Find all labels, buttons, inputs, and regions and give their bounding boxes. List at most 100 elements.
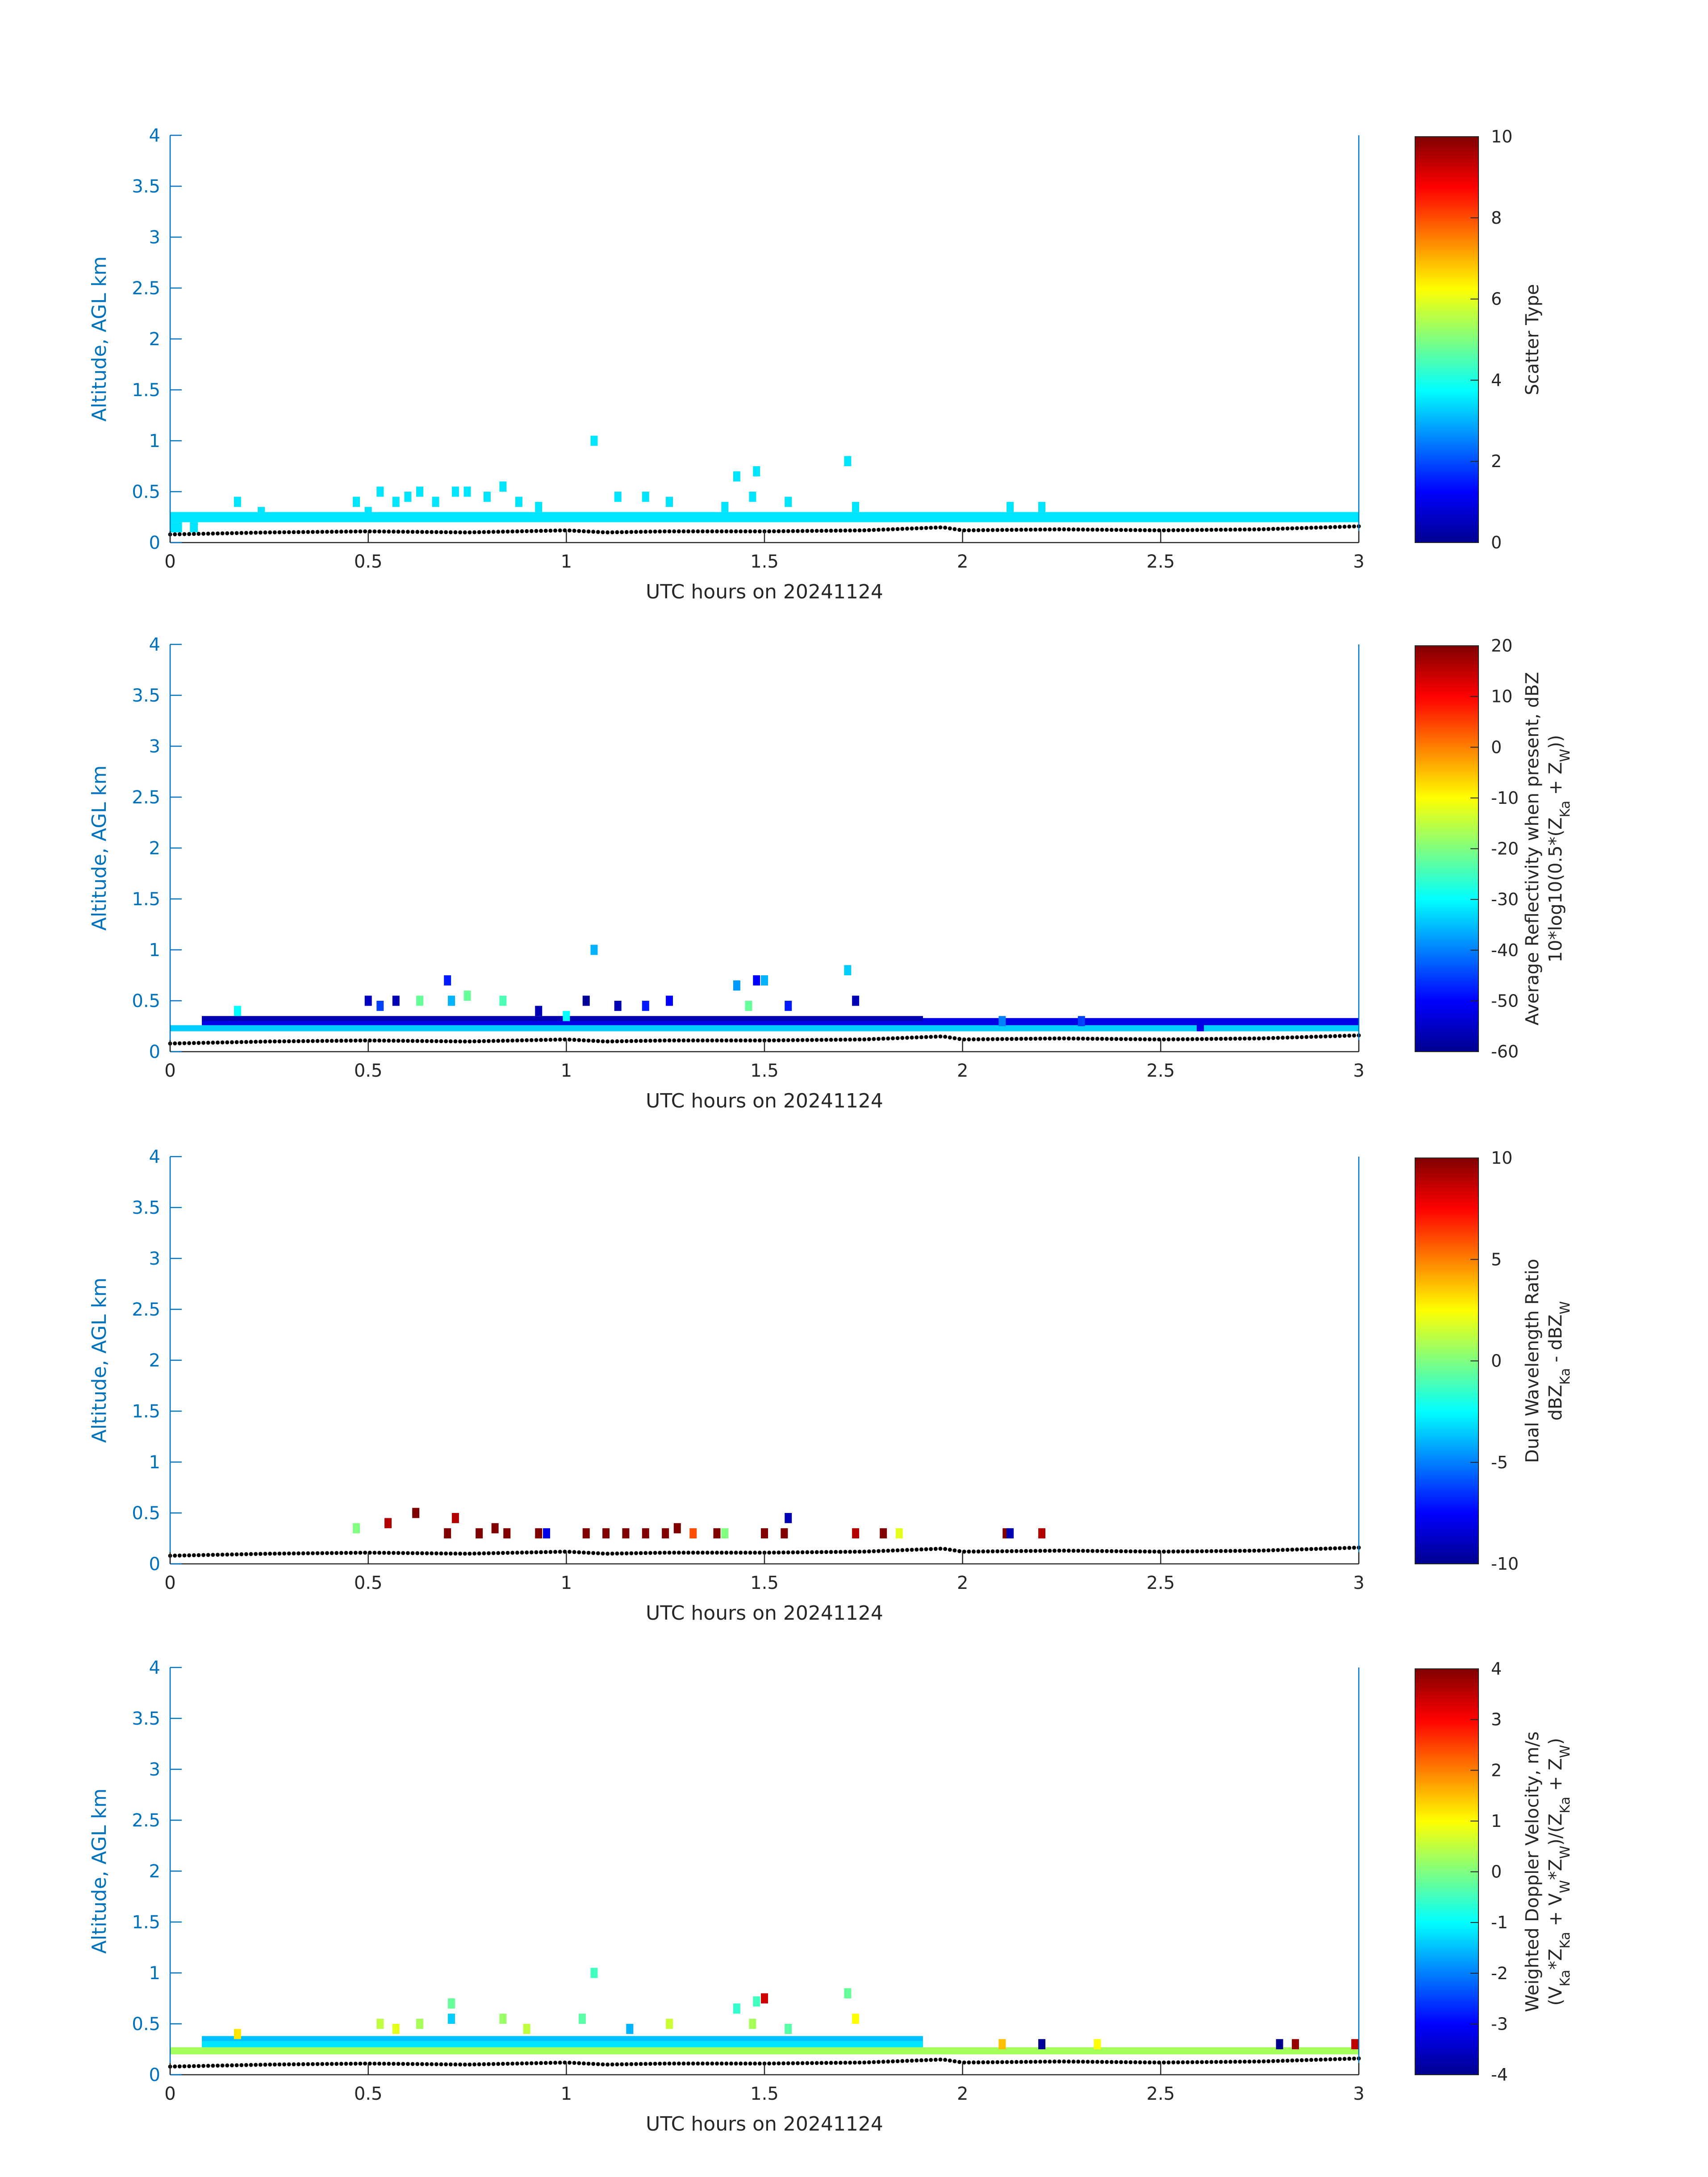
ground-dot bbox=[881, 1036, 885, 1041]
ground-dot bbox=[1147, 2060, 1152, 2064]
ground-dot bbox=[415, 1551, 420, 1555]
data-cell bbox=[785, 1513, 792, 1523]
ground-dot bbox=[606, 530, 610, 535]
ground-dot bbox=[529, 529, 534, 533]
ground-dot bbox=[701, 1038, 705, 1043]
ground-dot bbox=[1090, 2060, 1095, 2064]
ground-dot bbox=[967, 1037, 971, 1041]
x-tick-label: 2.5 bbox=[1147, 552, 1175, 572]
colorbar-tick-label: -50 bbox=[1491, 991, 1519, 1011]
ground-dot bbox=[1010, 1037, 1014, 1041]
ground-dot bbox=[1005, 1549, 1009, 1554]
ground-dot bbox=[1342, 2057, 1347, 2061]
ground-dot bbox=[525, 2061, 529, 2065]
ground-dot bbox=[1086, 1036, 1090, 1041]
ground-dot bbox=[572, 529, 576, 533]
ground-dot bbox=[1319, 1034, 1323, 1039]
ground-dot bbox=[772, 1550, 776, 1555]
ground-dot bbox=[458, 1039, 463, 1044]
ground-dot bbox=[1209, 1549, 1214, 1553]
ground-dot bbox=[277, 1039, 282, 1044]
ground-dot bbox=[444, 2062, 448, 2067]
ground-dot bbox=[477, 530, 481, 535]
ground-dot bbox=[1109, 528, 1114, 532]
ground-dot bbox=[1062, 1036, 1066, 1040]
ground-dot bbox=[1038, 1036, 1043, 1041]
ground-dot bbox=[1100, 2060, 1104, 2064]
data-layer-3 bbox=[190, 522, 198, 533]
ground-dot bbox=[1247, 1036, 1252, 1041]
ground-dot bbox=[686, 529, 691, 534]
ground-dot bbox=[1019, 1549, 1023, 1553]
data-cell bbox=[523, 2024, 530, 2034]
ground-dot bbox=[401, 2062, 405, 2066]
ground-dot bbox=[1038, 527, 1043, 532]
data-layer-1 bbox=[170, 2047, 1359, 2055]
ground-dot bbox=[396, 2062, 401, 2066]
ground-dot bbox=[819, 529, 824, 533]
ground-dot bbox=[1161, 1550, 1166, 1554]
ground-dot bbox=[757, 2061, 762, 2066]
ground-dot bbox=[986, 2060, 990, 2064]
ground-dot bbox=[791, 1550, 795, 1554]
ground-dot bbox=[496, 1551, 501, 1555]
ground-dot bbox=[254, 2063, 258, 2067]
ground-dot bbox=[1095, 527, 1099, 532]
ground-dot bbox=[1095, 2060, 1099, 2064]
ground-dot bbox=[1028, 527, 1033, 532]
ground-dot bbox=[263, 1551, 267, 1556]
ground-dot bbox=[358, 1550, 363, 1555]
ground-dot bbox=[230, 531, 234, 535]
ground-dot bbox=[1138, 1037, 1142, 1041]
x-tick-label: 0.5 bbox=[354, 2084, 383, 2104]
ground-dot bbox=[1214, 1549, 1219, 1553]
ground-dot bbox=[306, 1551, 310, 1555]
data-cell bbox=[1006, 1528, 1014, 1538]
colorbar-tick-label: -5 bbox=[1491, 1453, 1508, 1472]
ground-dot bbox=[1328, 2057, 1332, 2061]
ground-dot bbox=[206, 2064, 210, 2068]
ground-dot bbox=[681, 1038, 686, 1043]
ground-dot bbox=[1200, 1037, 1204, 1041]
ground-dot bbox=[306, 530, 310, 534]
ground-dot bbox=[282, 2062, 287, 2067]
ground-dot bbox=[796, 1550, 800, 1554]
ground-dot bbox=[629, 530, 634, 534]
ground-dot bbox=[211, 2064, 215, 2068]
ground-dot bbox=[601, 1551, 605, 1556]
data-cell bbox=[432, 497, 439, 507]
ground-dot bbox=[372, 1550, 377, 1555]
ground-dot bbox=[791, 529, 795, 533]
ground-dot bbox=[1257, 1036, 1261, 1040]
ground-dot bbox=[952, 2059, 957, 2064]
ground-dot bbox=[1166, 1549, 1171, 1554]
ground-dot bbox=[1128, 1549, 1133, 1554]
y-tick-label: 2 bbox=[149, 838, 160, 859]
ground-dot bbox=[895, 2059, 900, 2064]
ground-dot bbox=[596, 2062, 600, 2066]
y-tick-label: 4 bbox=[149, 1147, 160, 1167]
ground-dot bbox=[1090, 1036, 1095, 1041]
ground-dot bbox=[872, 1549, 876, 1554]
ground-dot bbox=[330, 1551, 334, 1555]
ground-dot bbox=[719, 1038, 724, 1043]
ground-dot bbox=[1109, 1037, 1114, 1041]
ground-dot bbox=[548, 1037, 553, 1042]
ground-dot bbox=[1238, 527, 1242, 532]
ground-dot bbox=[1242, 2060, 1247, 2064]
data-cell bbox=[590, 435, 598, 446]
ground-dot bbox=[548, 528, 553, 533]
data-cell bbox=[1292, 2039, 1299, 2049]
colorbar-tick-label: 6 bbox=[1491, 289, 1502, 309]
ground-dot bbox=[1304, 2058, 1309, 2062]
data-cell bbox=[464, 990, 471, 1001]
ground-dot bbox=[1319, 2057, 1323, 2062]
ground-dot bbox=[952, 1036, 957, 1040]
ground-dot bbox=[610, 1039, 614, 1044]
x-tick-label: 1 bbox=[561, 1573, 572, 1593]
ground-dot bbox=[230, 1552, 234, 1557]
ground-dot bbox=[629, 2062, 634, 2066]
ground-dot bbox=[857, 528, 862, 533]
ground-dot bbox=[1024, 2060, 1028, 2064]
